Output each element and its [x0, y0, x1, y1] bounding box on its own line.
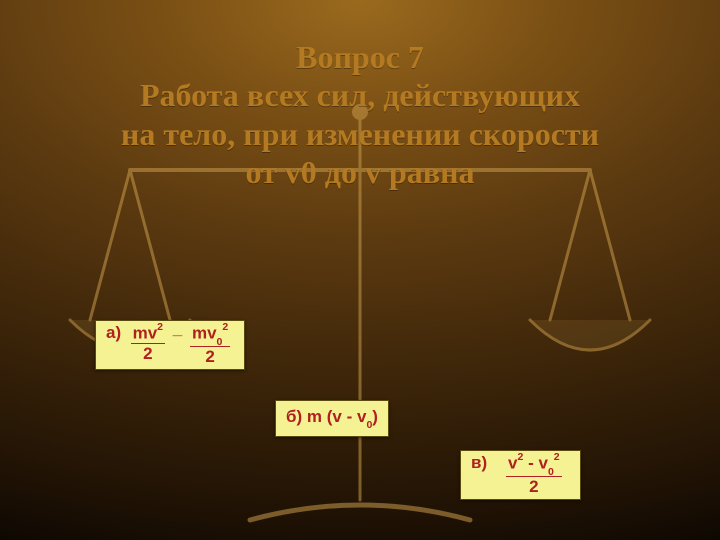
answer-a-term2: mv02 2: [190, 323, 230, 367]
title-line-3: на тело, при изменении скорости: [0, 115, 720, 153]
answer-option-b[interactable]: б) m (v - v0): [275, 400, 389, 437]
answer-a-term1: mv2 2: [131, 323, 165, 364]
answer-option-c[interactable]: в) v2 - v02 2: [460, 450, 581, 500]
slide: Вопрос 7 Работа всех сил, действующих на…: [0, 0, 720, 540]
question-title: Вопрос 7 Работа всех сил, действующих на…: [0, 38, 720, 192]
answer-c-label: в): [471, 453, 487, 472]
title-line-4: от v0 до v равна: [0, 153, 720, 191]
answer-b-label: б): [286, 407, 302, 426]
answer-b-sub: 0: [366, 419, 372, 431]
answer-a-label: а): [106, 323, 121, 342]
answer-c-frac: v2 - v02 2: [506, 453, 562, 497]
answer-option-a[interactable]: а) mv2 2 _ mv02 2: [95, 320, 245, 370]
answer-b-text-pre: m (v - v: [307, 407, 367, 426]
answer-a-minus: _: [170, 319, 185, 338]
answer-b-text-post: ): [372, 407, 378, 426]
title-line-1: Вопрос 7: [0, 38, 720, 76]
title-line-2: Работа всех сил, действующих: [0, 76, 720, 114]
